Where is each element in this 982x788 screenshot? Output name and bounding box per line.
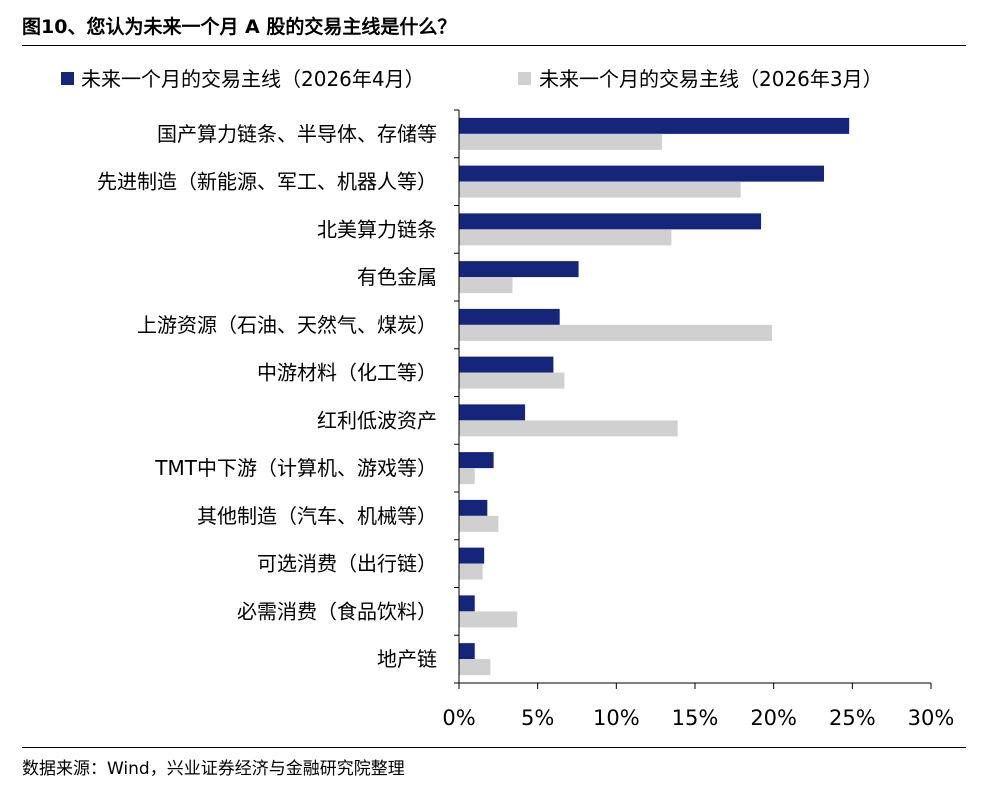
bar-apr-1 (459, 165, 825, 182)
bar-mar-4 (459, 324, 773, 341)
bar-mar-10 (459, 611, 518, 628)
bar-apr-5 (459, 356, 554, 373)
category-label-2: 北美算力链条 (317, 217, 437, 241)
bar-mar-2 (459, 229, 672, 246)
bar-mar-9 (459, 563, 483, 580)
legend-label-mar: 未来一个月的交易主线（2026年3月） (539, 67, 883, 91)
x-tick-label-5: 25% (829, 706, 876, 730)
bar-apr-2 (459, 213, 762, 230)
x-tick-label-0: 0% (442, 706, 475, 730)
legend: 未来一个月的交易主线（2026年4月） 未来一个月的交易主线（2026年3月） (61, 67, 883, 91)
x-tick-label-6: 30% (908, 706, 955, 730)
x-tick-label-3: 15% (672, 706, 719, 730)
page-title: 图10、您认为未来一个月 A 股的交易主线是什么？ (22, 16, 457, 38)
category-label-6: 红利低波资产 (317, 408, 437, 432)
bar-mar-8 (459, 515, 499, 532)
bar-mar-11 (459, 659, 491, 676)
bar-mar-7 (459, 468, 475, 485)
bar-apr-8 (459, 499, 488, 516)
category-label-9: 可选消费（出行链） (257, 552, 437, 576)
bar-apr-11 (459, 643, 475, 660)
x-tick-label-4: 20% (750, 706, 797, 730)
bar-apr-7 (459, 452, 494, 469)
legend-label-apr: 未来一个月的交易主线（2026年4月） (81, 67, 425, 91)
category-label-8: 其他制造（汽车、机械等） (197, 504, 437, 528)
x-tick-label-2: 10% (593, 706, 640, 730)
category-label-0: 国产算力链条、半导体、存储等 (157, 122, 437, 146)
bar-mar-3 (459, 277, 513, 294)
bar-apr-3 (459, 261, 579, 278)
bar-group (459, 117, 850, 676)
bar-mar-1 (459, 181, 741, 198)
category-label-10: 必需消费（食品饮料） (237, 599, 437, 623)
category-label-1: 先进制造（新能源、军工、机器人等） (97, 170, 437, 194)
category-label-3: 有色金属 (357, 265, 437, 289)
category-label-7: TMT中下游（计算机、游戏等） (154, 456, 437, 480)
bar-chart: 未来一个月的交易主线（2026年4月） 未来一个月的交易主线（2026年3月） 国… (61, 67, 954, 730)
category-label-5: 中游材料（化工等） (257, 361, 437, 385)
bar-mar-5 (459, 372, 565, 389)
legend-swatch-mar (518, 72, 531, 85)
bar-mar-0 (459, 133, 662, 150)
category-label-11: 地产链 (377, 647, 437, 671)
bar-apr-4 (459, 308, 560, 325)
bar-apr-10 (459, 595, 475, 612)
axes (454, 109, 932, 689)
x-tick-label-1: 5% (521, 706, 554, 730)
bar-apr-9 (459, 547, 485, 564)
bar-mar-6 (459, 420, 678, 437)
legend-swatch-apr (61, 72, 74, 85)
bar-apr-0 (459, 117, 850, 134)
footer-rule (22, 747, 966, 748)
category-label-4: 上游资源（石油、天然气、煤炭） (137, 313, 437, 337)
bar-apr-6 (459, 404, 526, 421)
title-rule (22, 45, 966, 46)
tick-labels: 0% 5% 10% 15% 20% 25% 30% (442, 706, 954, 730)
source-note: 数据来源：Wind，兴业证券经济与金融研究院整理 (22, 759, 405, 779)
